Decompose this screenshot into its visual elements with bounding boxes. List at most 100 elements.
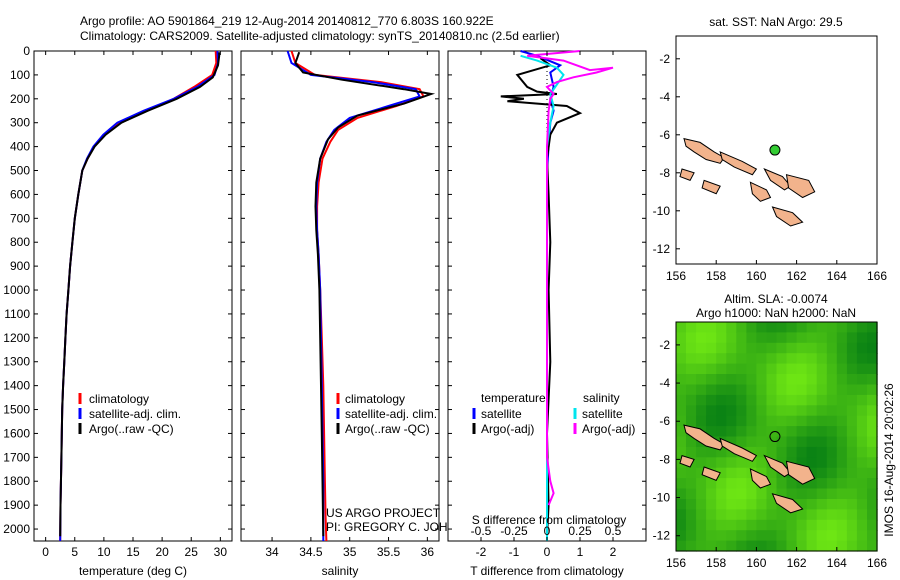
- sla-cell: [786, 415, 798, 427]
- sla-cell: [696, 332, 707, 344]
- y-tick-label: -10: [653, 204, 671, 218]
- sla-cell: [766, 384, 778, 396]
- sla-cell: [856, 478, 868, 490]
- sla-cell: [836, 394, 848, 406]
- y-tick-label: -6: [659, 414, 670, 428]
- sla-cell: [766, 499, 778, 510]
- sla-cell: [746, 519, 758, 531]
- sla-cell: [846, 540, 858, 552]
- sla-field: [676, 322, 878, 552]
- x-tick-label: 5: [71, 545, 78, 559]
- legend-header: salinity: [583, 391, 620, 405]
- sla-cell: [686, 353, 697, 365]
- sla-cell: [696, 415, 707, 427]
- sla-cell: [726, 405, 737, 417]
- sla-cell: [766, 322, 778, 333]
- sla-cell: [756, 446, 768, 458]
- sla-cell: [806, 457, 818, 469]
- sla-cell: [856, 519, 868, 531]
- sla-cell: [846, 478, 858, 490]
- sla-cell: [867, 467, 878, 479]
- sla-cell: [696, 446, 707, 458]
- sla-cell: [746, 488, 758, 500]
- sla-cell: [676, 519, 687, 531]
- legend-label: Argo(..raw -QC): [89, 422, 174, 436]
- sla-cell: [746, 342, 758, 354]
- sla-cell: [726, 363, 737, 375]
- sla-cell: [776, 353, 788, 365]
- sla-cell: [826, 457, 838, 469]
- sla-cell: [726, 488, 737, 500]
- sla-cell: [706, 342, 717, 354]
- sla-cell: [816, 436, 828, 448]
- sla-cell: [856, 394, 868, 406]
- sla-cell: [706, 540, 717, 552]
- x-tick-label: 156: [666, 556, 686, 570]
- sla-cell: [856, 363, 868, 375]
- sla-cell: [726, 457, 737, 469]
- sla-cell: [736, 405, 747, 417]
- x-tick-label: 0: [42, 545, 49, 559]
- sla-cell: [826, 342, 838, 354]
- sla-cell: [716, 374, 727, 385]
- sla-cell: [706, 519, 717, 531]
- timestamp-footer: IMOS 16-Aug-2014 20:02:26: [882, 383, 896, 537]
- sla-cell: [746, 446, 758, 458]
- sla-cell: [856, 384, 868, 396]
- sla-cell: [686, 488, 697, 500]
- sla-cell: [786, 374, 798, 385]
- sla-cell: [856, 530, 868, 542]
- secondary-tick-label: -0.25: [500, 524, 528, 538]
- sla-cell: [766, 488, 778, 500]
- sla-cell: [867, 342, 878, 354]
- sla-cell: [806, 499, 818, 510]
- sla-cell: [726, 426, 737, 438]
- sla-cell: [706, 384, 717, 396]
- x-tick-label: 166: [867, 269, 887, 283]
- sla-cell: [716, 540, 727, 552]
- sla-cell: [776, 342, 788, 354]
- sla-cell: [816, 488, 828, 500]
- sla-cell: [806, 374, 818, 385]
- sla-cell: [846, 457, 858, 469]
- sla-cell: [726, 540, 737, 552]
- sla-cell: [776, 478, 788, 490]
- sla-cell: [716, 322, 727, 333]
- legend-label: Argo(..raw -QC): [345, 422, 430, 436]
- sla-cell: [756, 467, 768, 479]
- sla-cell: [796, 322, 808, 333]
- sla-cell: [676, 446, 687, 458]
- island-shape: [749, 468, 772, 489]
- sla-cell: [867, 363, 878, 375]
- sla-cell: [736, 478, 747, 490]
- sla-cell: [856, 540, 868, 552]
- sla-cell: [766, 446, 778, 458]
- x-tick-label: 30: [214, 545, 228, 559]
- sla-cell: [776, 426, 788, 438]
- x-tick-label: 158: [706, 556, 726, 570]
- sla-cell: [676, 363, 687, 375]
- sla-cell: [816, 374, 828, 385]
- sla-cell: [846, 384, 858, 396]
- sla-cell: [686, 509, 697, 521]
- sla-cell: [736, 353, 747, 365]
- sla-cell: [756, 530, 768, 542]
- sla-cell: [746, 363, 758, 375]
- sla-cell: [716, 519, 727, 531]
- sla-cell: [846, 467, 858, 479]
- sla-cell: [836, 322, 848, 333]
- sla-cell: [676, 374, 687, 385]
- sla-cell: [786, 509, 798, 521]
- chart-title-line1: Argo profile: AO 5901864_219 12-Aug-2014…: [80, 14, 494, 28]
- island-shape: [771, 206, 804, 227]
- sla-cell: [836, 457, 848, 469]
- sla-cell: [846, 488, 858, 500]
- y-tick-label: 1800: [3, 474, 30, 488]
- sla-cell: [816, 499, 828, 510]
- sla-cell: [826, 446, 838, 458]
- sla-cell: [726, 509, 737, 521]
- sla-cell: [766, 519, 778, 531]
- sla-cell: [756, 519, 768, 531]
- sla-cell: [676, 322, 687, 333]
